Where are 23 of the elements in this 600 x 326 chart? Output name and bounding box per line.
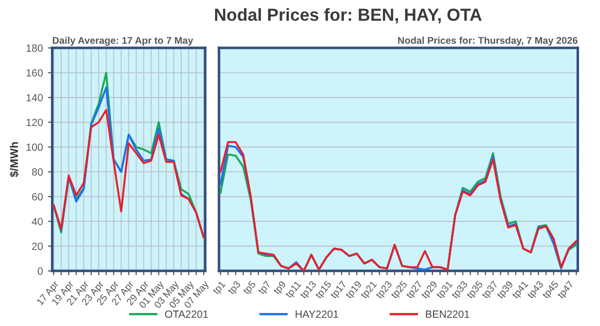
y-tick-label: 0	[38, 267, 43, 275]
y-tick-label: 100	[26, 144, 43, 151]
y-tick-label: 60	[32, 193, 43, 200]
y-tick-label: 160	[26, 69, 43, 77]
y-axis-title: $/MWh	[10, 142, 19, 178]
x-tick-label: tp5	[242, 280, 258, 296]
x-tick-label: tp7	[258, 280, 273, 296]
legend-label: HAY2201	[296, 310, 338, 318]
chart-title: Daily Average: 17 Apr to 7 May	[52, 36, 194, 46]
x-tick-label: tp3	[227, 280, 242, 296]
x-tick-label: tp41	[512, 280, 530, 300]
legend-label: BEN2201	[426, 310, 470, 318]
x-tick-label: tp11	[284, 280, 303, 300]
chart-title: Nodal Prices for: BEN, HAY, OTA	[215, 8, 482, 24]
y-tick-label: 40	[32, 218, 43, 226]
y-tick-label: 120	[26, 118, 43, 126]
y-tick-label: 80	[32, 168, 43, 176]
y-tick-label: 20	[32, 242, 43, 250]
y-tick-label: 180	[26, 44, 43, 52]
legend-label: OTA2201	[165, 310, 208, 318]
x-tick-label: tp1	[212, 280, 228, 296]
chart-subtitle: Nodal Prices for: Thursday, 7 May 2026	[398, 36, 578, 46]
y-tick-label: 140	[26, 94, 43, 102]
